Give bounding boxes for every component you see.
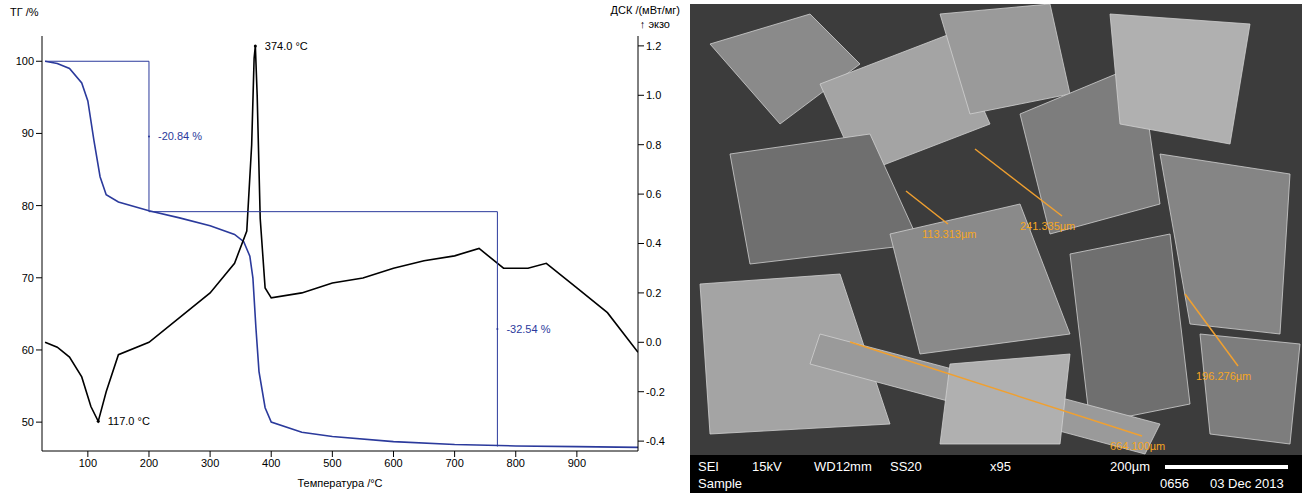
- svg-text:100: 100: [79, 457, 97, 469]
- html-text:ТГ /%: ТГ /%: [10, 6, 39, 18]
- svg-text:400: 400: [262, 457, 280, 469]
- svg-text:15kV: 15kV: [752, 459, 782, 474]
- svg-text:0.6: 0.6: [646, 188, 661, 200]
- svg-text:117.0 °C: 117.0 °C: [108, 415, 150, 427]
- svg-text:241.335µm: 241.335µm: [1020, 220, 1075, 232]
- svg-text:WD12mm: WD12mm: [814, 459, 872, 474]
- svg-text:1.2: 1.2: [646, 40, 661, 52]
- svg-text:0656: 0656: [1160, 476, 1189, 491]
- svg-text:500: 500: [323, 457, 341, 469]
- svg-text:50: 50: [22, 416, 34, 428]
- svg-text:0.8: 0.8: [646, 139, 661, 151]
- svg-text:03 Dec 2013: 03 Dec 2013: [1210, 476, 1284, 491]
- svg-text:600: 600: [384, 457, 402, 469]
- svg-text:80: 80: [22, 200, 34, 212]
- svg-text:70: 70: [22, 272, 34, 284]
- svg-text:90: 90: [22, 127, 34, 139]
- svg-text:0.4: 0.4: [646, 237, 661, 249]
- svg-text:200µm: 200µm: [1110, 459, 1150, 474]
- svg-text:800: 800: [507, 457, 525, 469]
- svg-text:Температура /°C: Температура /°C: [297, 477, 382, 489]
- svg-text:113.313µm: 113.313µm: [922, 228, 976, 240]
- svg-text:900: 900: [568, 457, 586, 469]
- svg-text:200: 200: [140, 457, 158, 469]
- svg-text:x95: x95: [990, 459, 1011, 474]
- html-text:ДСК /(мВт/мг): ДСК /(мВт/мг): [610, 4, 680, 16]
- svg-text:700: 700: [445, 457, 463, 469]
- svg-text:100: 100: [16, 55, 34, 67]
- svg-text:374.0 °C: 374.0 °C: [265, 40, 308, 52]
- svg-text:-0.2: -0.2: [646, 386, 665, 398]
- svg-text:-32.54 %: -32.54 %: [506, 323, 550, 335]
- html-text:↑ экзо: ↑ экзо: [639, 18, 670, 30]
- svg-text:196.276µm: 196.276µm: [1196, 370, 1251, 382]
- svg-text:Sample: Sample: [698, 476, 742, 491]
- svg-text:0.0: 0.0: [646, 336, 661, 348]
- svg-text:SS20: SS20: [890, 459, 922, 474]
- svg-text:664.100µm: 664.100µm: [1110, 440, 1165, 452]
- svg-text:1.0: 1.0: [646, 89, 661, 101]
- svg-text:-0.4: -0.4: [646, 435, 665, 447]
- svg-text:-20.84 %: -20.84 %: [158, 130, 202, 142]
- svg-text:0.2: 0.2: [646, 287, 661, 299]
- svg-text:300: 300: [201, 457, 219, 469]
- svg-text:SEI: SEI: [698, 459, 719, 474]
- svg-text:60: 60: [22, 344, 34, 356]
